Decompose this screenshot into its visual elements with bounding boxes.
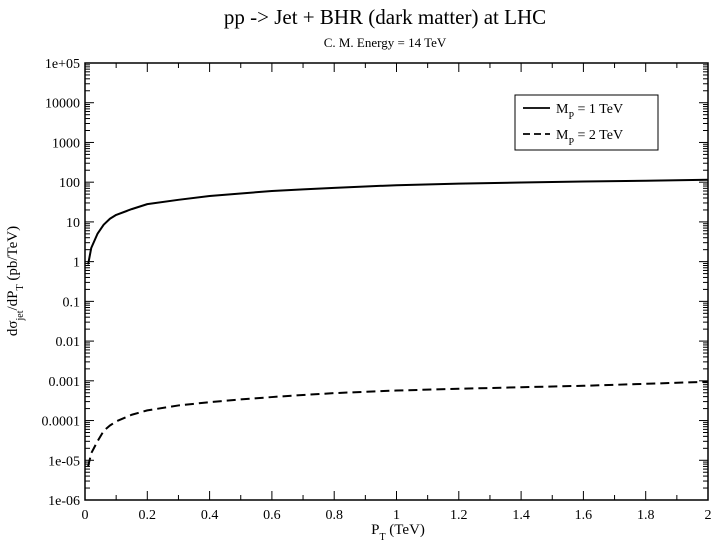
y-tick-label: 1 <box>73 256 80 271</box>
legend-box <box>514 94 659 151</box>
y-tick-labels: 1e-06 1e-05 0.0001 0.001 0.01 0.1 1 10 100 1000 10… <box>42 57 81 509</box>
y-axis-label: dσjet/dPT (pb/TeV) <box>5 226 26 336</box>
x-tick-label: 1.2 <box>450 508 468 523</box>
x-tick-label: 1.8 <box>637 508 655 523</box>
x-tick-labels: 0 0.2 0.4 0.6 0.8 1 1.2 1.4 1.6 1.8 2 <box>82 508 712 523</box>
y-tick-label: 0.01 <box>56 335 81 350</box>
series-layer <box>87 178 709 467</box>
legend-entry-mp-1: MP = 1 TeV <box>556 102 623 122</box>
chart-title: pp -> Jet + BHR (dark matter) at LHC <box>224 5 546 29</box>
x-tick-label: 0.8 <box>325 508 343 523</box>
x-tick-label: 0.6 <box>263 508 281 523</box>
legend-entry-mp-2: MP = 2 TeV <box>556 128 623 148</box>
plot-frame <box>84 62 709 501</box>
series-line-1 <box>87 178 709 265</box>
x-tick-label: 0.4 <box>201 508 219 523</box>
x-tick-label: 2 <box>705 508 712 523</box>
x-axis-label: PT (TeV) <box>371 522 425 543</box>
x-tick-label: 0.2 <box>139 508 157 523</box>
y-tick-label: 1000 <box>52 136 80 151</box>
y-tick-label: 1e+05 <box>45 57 80 72</box>
x-tick-label: 1 <box>393 508 400 523</box>
chart-subtitle: C. M. Energy = 14 TeV <box>324 35 447 50</box>
y-tick-label: 0.0001 <box>42 415 81 430</box>
legend: MP = 1 TeV MP = 2 TeV <box>514 94 659 151</box>
y-tick-label: 10 <box>66 216 80 231</box>
y-tick-label: 1e-06 <box>48 494 80 509</box>
x-tick-label: 0 <box>82 508 89 523</box>
y-tick-label: 10000 <box>45 97 80 112</box>
y-tick-label: 0.1 <box>63 295 81 310</box>
y-tick-label: 0.001 <box>49 375 81 390</box>
y-tick-label: 1e-05 <box>48 454 80 469</box>
y-tick-label: 100 <box>59 176 80 191</box>
series-line-2 <box>87 380 709 467</box>
x-tick-label: 1.4 <box>512 508 530 523</box>
x-tick-label: 1.6 <box>575 508 593 523</box>
